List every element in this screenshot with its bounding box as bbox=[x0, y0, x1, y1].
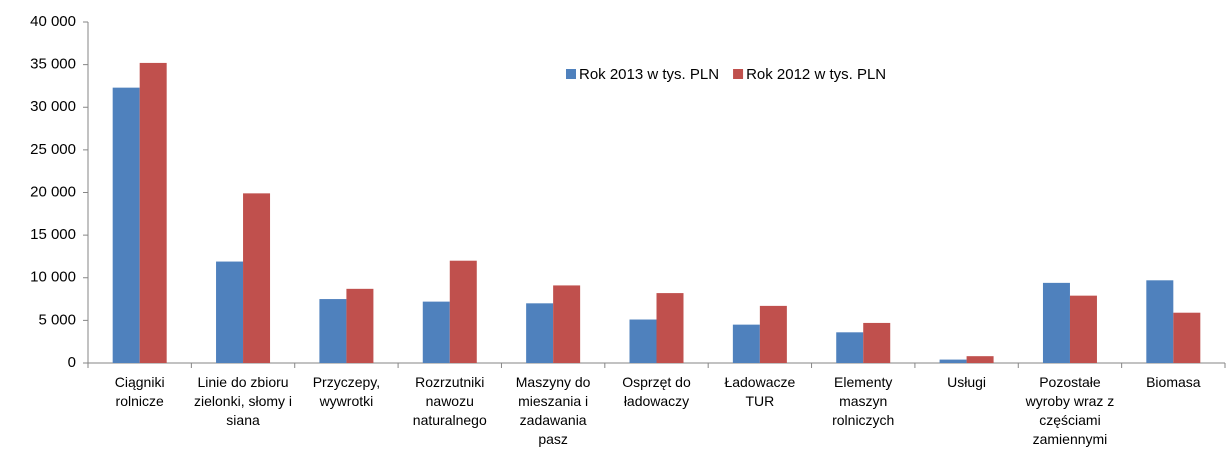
legend-swatch bbox=[733, 69, 744, 79]
x-tick-label: Przyczepy, wywrotki bbox=[312, 374, 381, 409]
x-tick-label: Usługi bbox=[947, 374, 987, 390]
bar bbox=[939, 359, 967, 363]
bar bbox=[966, 356, 994, 363]
y-tick-label: 10 000 bbox=[30, 269, 76, 286]
y-tick-label: 40 000 bbox=[30, 13, 76, 30]
x-tick-label: Rozrzutniki nawozu naturalnego bbox=[412, 374, 487, 428]
x-tick-label: Pozostałe wyroby wraz z częściami zamien… bbox=[1025, 374, 1115, 447]
bar bbox=[629, 319, 657, 363]
y-tick-label: 0 bbox=[68, 354, 76, 371]
x-tick-label: Ciągniki rolnicze bbox=[114, 374, 165, 409]
bar bbox=[449, 260, 477, 363]
x-tick-label: Ładowacze TUR bbox=[724, 374, 796, 409]
x-tick-label: Biomasa bbox=[1146, 374, 1201, 390]
x-tick-label: Maszyny do mieszania i zadawania pasz bbox=[515, 374, 591, 447]
bar bbox=[1146, 280, 1174, 363]
bar bbox=[553, 285, 581, 363]
bar bbox=[346, 288, 374, 363]
y-tick-label: 5 000 bbox=[38, 311, 76, 328]
bar bbox=[1069, 295, 1097, 363]
y-tick-label: 20 000 bbox=[30, 183, 76, 200]
legend-label: Rok 2013 w tys. PLN bbox=[579, 66, 719, 83]
bar bbox=[243, 193, 271, 363]
x-tick-label: Osprzęt do ładowaczy bbox=[622, 374, 691, 409]
y-tick-label: 15 000 bbox=[30, 226, 76, 243]
bar bbox=[422, 301, 450, 363]
y-tick-label: 30 000 bbox=[30, 98, 76, 115]
bar bbox=[656, 293, 684, 363]
bar bbox=[216, 261, 244, 363]
bar bbox=[863, 322, 891, 363]
y-tick-label: 35 000 bbox=[30, 56, 76, 73]
bar bbox=[319, 299, 347, 363]
legend-label: Rok 2012 w tys. PLN bbox=[746, 66, 886, 83]
x-tick-label: Linie do zbioru zielonki, słomy i siana bbox=[194, 374, 293, 428]
legend-swatch bbox=[566, 69, 576, 79]
bar bbox=[836, 332, 864, 363]
bar bbox=[139, 62, 167, 364]
bar bbox=[732, 324, 760, 363]
bar bbox=[112, 87, 140, 363]
y-tick-label: 25 000 bbox=[30, 141, 76, 158]
bar bbox=[526, 303, 554, 363]
x-tick-label: Elementy maszyn rolniczych bbox=[832, 374, 895, 428]
bar bbox=[759, 305, 787, 363]
bar bbox=[1042, 282, 1070, 363]
bar bbox=[1173, 312, 1201, 363]
